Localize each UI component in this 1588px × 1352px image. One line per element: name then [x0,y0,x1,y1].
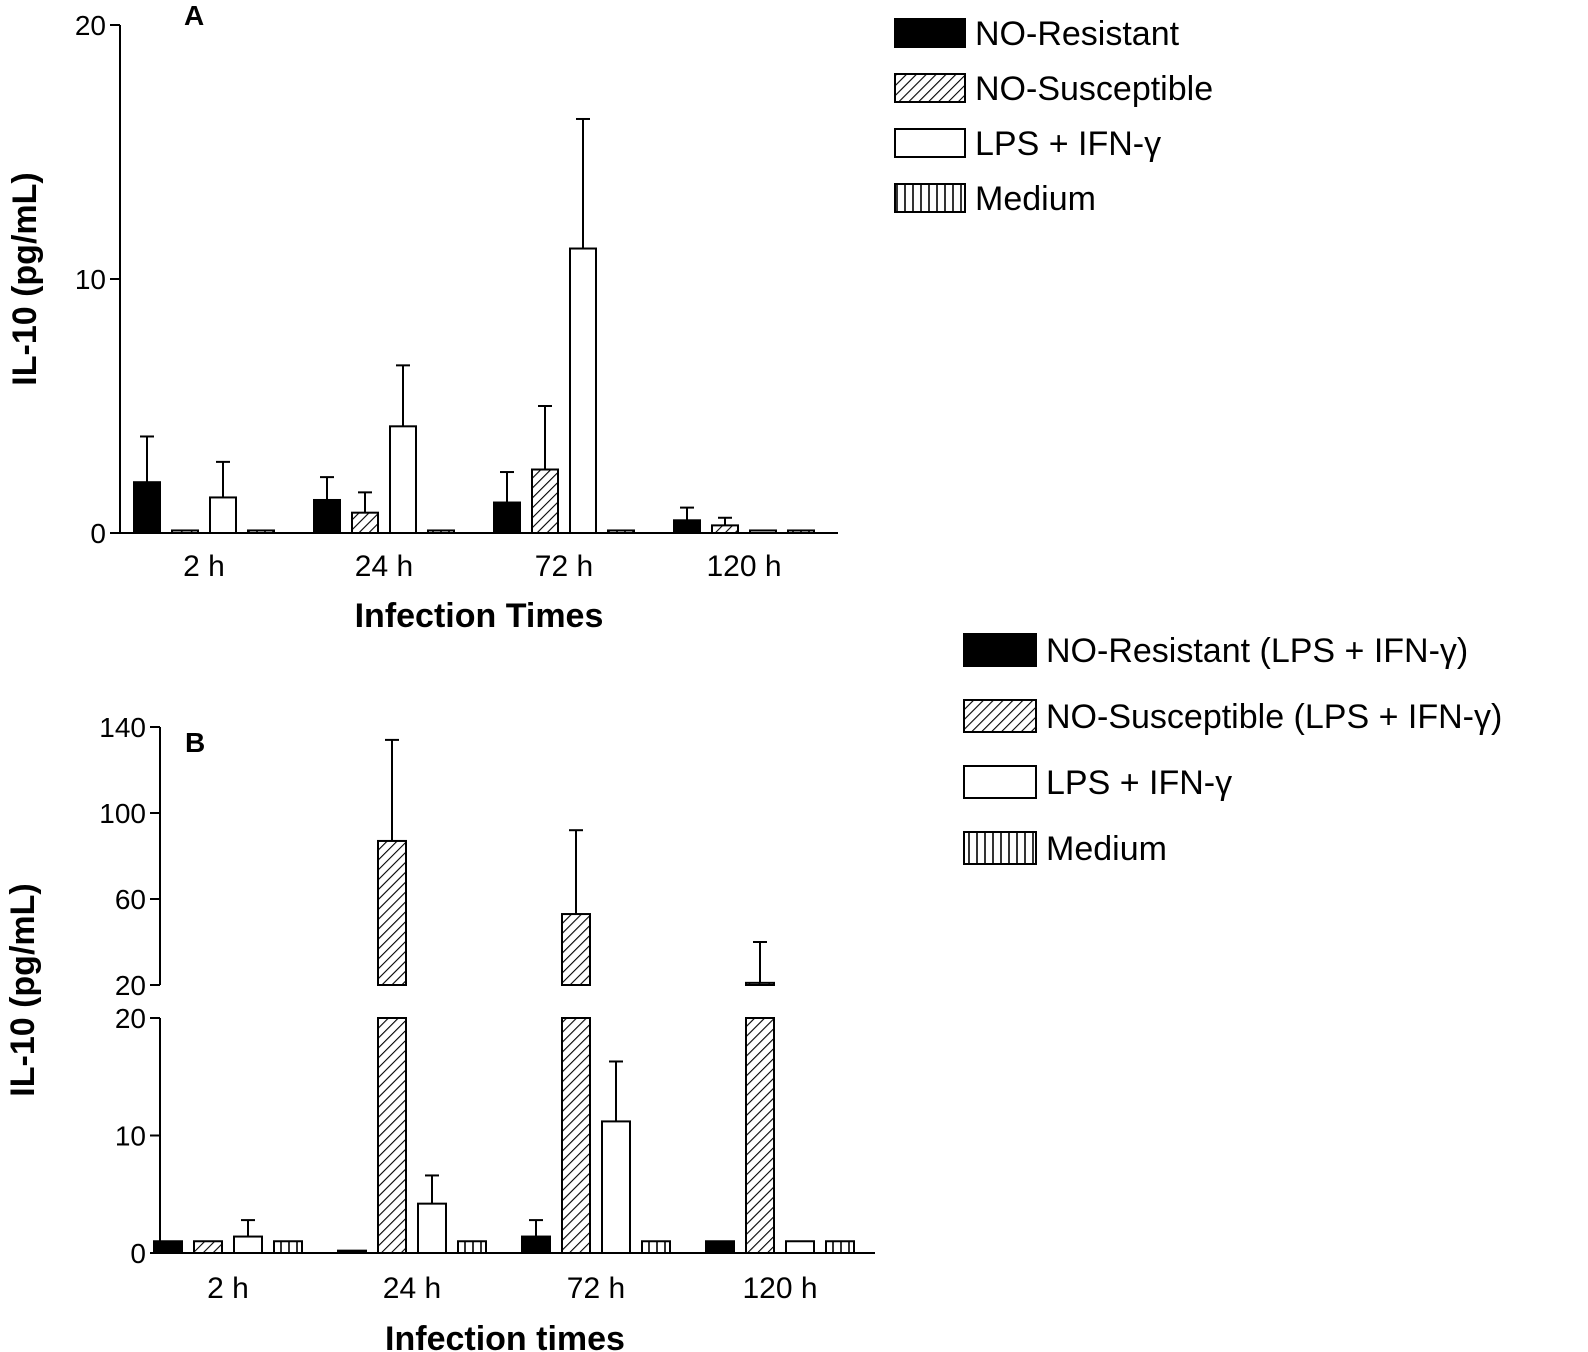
y-tick-label: 20 [75,10,106,41]
panel-label: B [185,727,205,758]
x-tick-label: 72 h [567,1272,625,1305]
y-tick-label: 0 [130,1238,146,1269]
x-axis-title: Infection times [385,1320,625,1352]
x-tick-label: 72 h [535,550,593,583]
bar-medium [825,1240,855,1254]
legend-swatch-medium [894,183,966,213]
legend-label-no-resistant: NO-Resistant [975,15,1180,53]
y-tick-label: 140 [99,712,146,743]
bar-medium [427,529,455,535]
bar-medium [273,1240,303,1254]
bar-no-susceptible-lps-ifn [193,1240,223,1254]
legend-label-no-susceptible-lps-ifn: NO-Susceptible (LPS + IFN-γ) [1046,698,1502,736]
y-tick-label: 10 [75,264,106,295]
bar-no-susceptible-lps-ifn [745,1017,775,1254]
y-tick-label: 60 [115,884,146,915]
legend-swatch-no-susceptible-lps-ifn [963,699,1037,733]
bar-no-susceptible [711,524,739,535]
bar-no-resistant [493,501,521,534]
legend-label-lps-ifn: LPS + IFN-γ [975,125,1161,163]
y-axis-title: IL-10 (pg/mL) [4,883,42,1096]
panel-label: A [184,0,204,31]
bar-no-resistant-lps-ifn [705,1240,735,1254]
y-tick-label: 20 [115,970,146,1001]
panel-b-legend: NO-Resistant (LPS + IFN-γ) NO-Susceptible… [963,632,1502,868]
bar-medium [787,529,815,535]
bar-no-resistant [133,481,161,535]
bar-no-resistant [673,519,701,534]
panel-a-chart: 0 10 20 2 h 24 h 72 h 120 h Infection Times IL-1… [6,0,838,635]
legend-label-medium: Medium [975,180,1096,218]
x-axis-title: Infection Times [355,597,604,635]
bar-no-susceptible-lps-ifn [561,1017,591,1254]
bar-no-susceptible-lps-ifn [377,1017,407,1254]
y-tick-label: 100 [99,798,146,829]
y-tick-label: 20 [115,1003,146,1034]
legend-label-no-resistant-lps-ifn: NO-Resistant (LPS + IFN-γ) [1046,632,1468,670]
y-tick-label: 10 [115,1121,146,1152]
legend-swatch-medium [963,831,1037,865]
bar-lps-ifn [601,1120,631,1255]
bar-no-susceptible-lps-ifn-upper [377,839,407,987]
bar-lps-ifn [569,247,597,535]
bar-no-susceptible [171,529,199,535]
bar-medium [607,529,635,535]
bar-medium [247,529,275,535]
bar-no-susceptible [531,468,559,534]
x-tick-label: 120 h [706,550,781,583]
bar-lps-ifn [749,529,777,535]
bar-no-susceptible-lps-ifn-upper [745,981,775,986]
bar-no-resistant [313,498,341,535]
legend-label-no-susceptible: NO-Susceptible [975,70,1213,108]
legend-swatch-lps-ifn [894,128,966,158]
bar-lps-ifn [417,1202,447,1255]
bar-no-resistant-lps-ifn [153,1240,183,1254]
legend-label-lps-ifn: LPS + IFN-γ [1046,764,1232,802]
legend-swatch-no-resistant-lps-ifn [963,633,1037,667]
y-axis-title: IL-10 (pg/mL) [6,172,44,385]
y-tick-label: 0 [90,518,106,549]
bar-no-susceptible [351,511,379,534]
bar-lps-ifn [209,496,237,535]
bar-medium [457,1240,487,1254]
x-tick-label: 24 h [383,1272,441,1305]
bar-no-resistant-lps-ifn [337,1249,367,1255]
x-tick-label: 2 h [207,1272,249,1305]
bar-medium [641,1240,671,1254]
bar-lps-ifn [233,1235,263,1255]
bar-no-susceptible-lps-ifn-upper [561,913,591,986]
legend-swatch-lps-ifn [963,765,1037,799]
bar-lps-ifn [785,1240,815,1254]
panel-a-legend: NO-Resistant NO-Susceptible LPS + IFN-γ Med… [894,15,1213,218]
legend-label-medium: Medium [1046,830,1167,868]
bar-lps-ifn [389,425,417,535]
bar-no-resistant-lps-ifn [521,1235,551,1255]
legend-swatch-no-resistant [894,18,966,48]
x-tick-label: 24 h [355,550,413,583]
x-tick-label: 120 h [742,1272,817,1305]
x-tick-label: 2 h [183,550,225,583]
legend-swatch-no-susceptible [894,73,966,103]
